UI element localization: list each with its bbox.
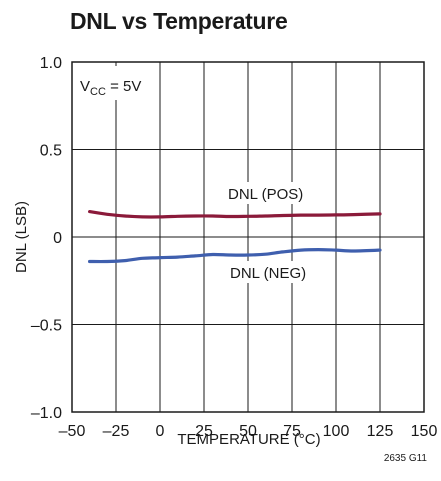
x-tick-label: 150 [411, 423, 438, 440]
chart-title: DNL vs Temperature [70, 8, 288, 34]
x-tick-label: 100 [323, 423, 350, 440]
vcc-suffix: = 5V [106, 78, 141, 95]
series-line-dnl-neg [88, 247, 382, 264]
y-tick-label: –1.0 [31, 405, 62, 422]
y-axis-label: DNL (LSB) [13, 201, 30, 273]
vcc-prefix: V [80, 78, 90, 95]
series-layer [88, 210, 382, 264]
x-tick-label: 0 [156, 423, 165, 440]
x-tick-label: –50 [59, 423, 86, 440]
y-tick-label: 1.0 [40, 55, 62, 72]
vcc-annotation-bg [76, 66, 154, 100]
pos-label-bg [222, 182, 306, 204]
y-tick-label: 0.5 [40, 143, 62, 160]
neg-label-bg [224, 261, 316, 283]
vcc-subscript: CC [90, 86, 106, 98]
y-tick-label: 0 [53, 230, 62, 247]
x-tick-label: 75 [283, 423, 301, 440]
plot-frame [71, 61, 425, 413]
tick-layer: –50 –25 0 25 50 75 100 125 150 –1.0 –0.5 0 0.5 1.0 [31, 55, 438, 440]
y-tick-label: –0.5 [31, 318, 62, 335]
x-tick-label: 25 [195, 423, 213, 440]
x-tick-label: –25 [103, 423, 130, 440]
series-label-neg: DNL (NEG) [230, 265, 306, 282]
x-tick-label: 125 [367, 423, 394, 440]
x-axis-label: TEMPERATURE (°C) [177, 431, 320, 448]
vcc-annotation: VCC = 5V [80, 78, 141, 98]
figure-id: 2635 G11 [383, 453, 427, 464]
series-line-dnl-pos [88, 210, 382, 219]
series-label-pos: DNL (POS) [228, 186, 303, 203]
x-tick-label: 50 [239, 423, 257, 440]
grid-layer [72, 62, 424, 412]
